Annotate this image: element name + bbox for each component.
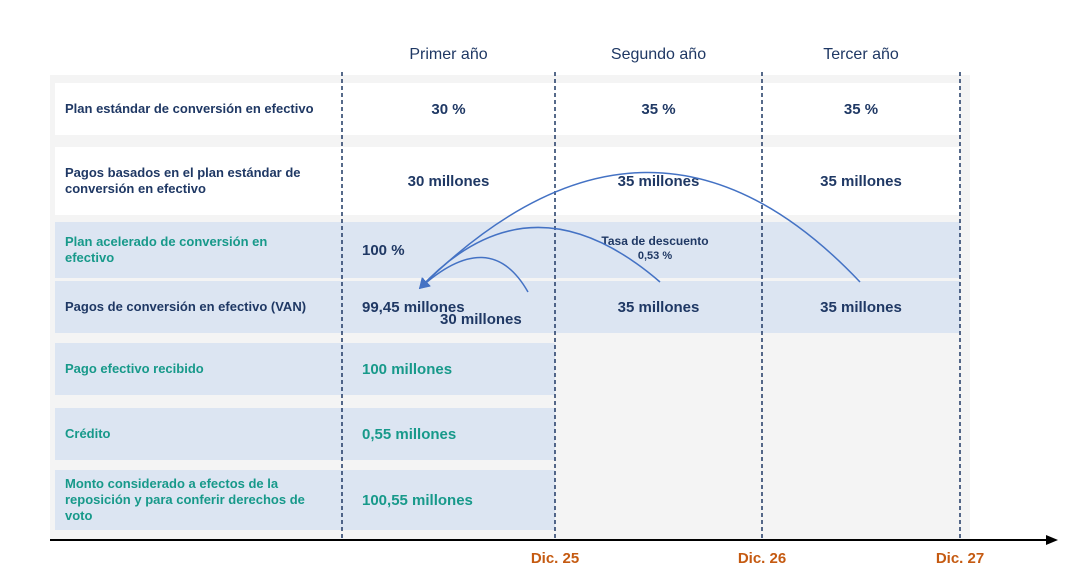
timeline-label: Dic. 27: [935, 550, 985, 567]
cell-value: 35 millones: [617, 172, 700, 190]
discount-value: 0,53 %: [637, 250, 673, 262]
row-bg: [55, 343, 555, 395]
row-bg: [55, 83, 960, 135]
cell-value: 100 millones: [362, 360, 453, 378]
column-header: Tercer año: [823, 46, 899, 63]
row-label: Monto considerado a efectos de la reposi…: [65, 476, 305, 523]
arc: [418, 256, 529, 293]
cell-value: 30 millones: [407, 172, 490, 190]
row-label: Plan acelerado de conversión en efectivo: [65, 234, 268, 265]
cell-note: 30 millones: [440, 311, 522, 328]
column-header: Primer año: [409, 46, 488, 63]
cell-value: 30 %: [431, 100, 466, 118]
cell-value: 35 millones: [820, 298, 902, 316]
row-label: Pagos de conversión en efectivo (VAN): [65, 299, 307, 314]
cell-value: 35 millones: [820, 172, 902, 190]
row-bg: [55, 470, 555, 530]
row-label: Crédito: [65, 426, 111, 441]
cell-value: 0,55 millones: [362, 425, 457, 443]
cell-value: 100,55 millones: [362, 491, 473, 509]
timeline-label: Dic. 26: [737, 550, 787, 567]
cell-value: 35 millones: [617, 298, 700, 316]
axis-arrow: [1046, 535, 1058, 545]
row-bg: [55, 408, 555, 460]
arc: [418, 226, 661, 290]
discount-label: Tasa de descuento: [601, 234, 709, 248]
cell-value: 35 %: [843, 100, 879, 118]
arc: [418, 171, 861, 290]
row-label: Pagos basados en el plan estándar de con…: [65, 165, 301, 196]
row-bg: [55, 147, 960, 215]
cell-value: 99,45 millones: [362, 298, 465, 316]
row-label: Pago efectivo recibido: [65, 361, 204, 376]
cell-value: 100 %: [362, 241, 405, 259]
timeline-label: Dic. 25: [530, 550, 580, 567]
column-header: Segundo año: [610, 46, 707, 63]
row-bg: [55, 281, 960, 333]
cell-value: 35 %: [641, 100, 676, 118]
row-label: Plan estándar de conversión en efectivo: [65, 101, 314, 116]
